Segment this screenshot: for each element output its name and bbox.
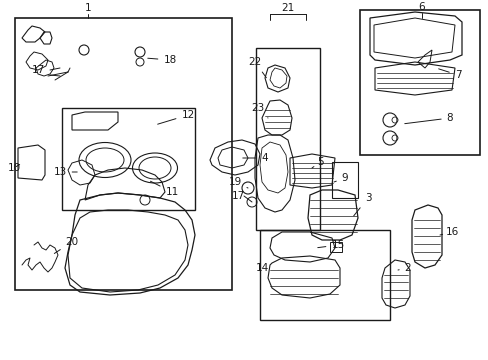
Bar [62,108,195,210]
Bar [331,162,357,198]
Text: 20: 20 [54,237,79,253]
Text: 5: 5 [311,157,323,168]
Bar [260,230,389,320]
Text: 21: 21 [281,3,294,13]
Bar [15,18,231,290]
Text: 2: 2 [397,263,410,273]
Text: 17: 17 [31,65,44,75]
Bar [359,10,479,155]
Text: 1: 1 [84,3,91,13]
Text: 3: 3 [353,193,370,216]
Text: 7: 7 [438,69,460,80]
Text: 6: 6 [418,2,425,12]
Text: 23: 23 [251,103,267,118]
Text: 9: 9 [333,173,347,183]
Text: 10: 10 [7,163,20,173]
Text: 18: 18 [147,55,176,65]
Bar [256,48,319,230]
Text: 8: 8 [404,113,452,123]
Text: 13: 13 [53,167,77,177]
Text: 15: 15 [317,240,344,250]
Text: 16: 16 [439,227,458,237]
Text: 12: 12 [157,110,194,124]
Text: 22: 22 [248,57,266,78]
Bar [329,242,341,252]
Text: 4: 4 [242,153,268,163]
Text: 17: 17 [231,191,244,201]
Text: 19: 19 [228,177,247,188]
Text: 14: 14 [255,263,268,273]
Text: 11: 11 [150,181,178,197]
